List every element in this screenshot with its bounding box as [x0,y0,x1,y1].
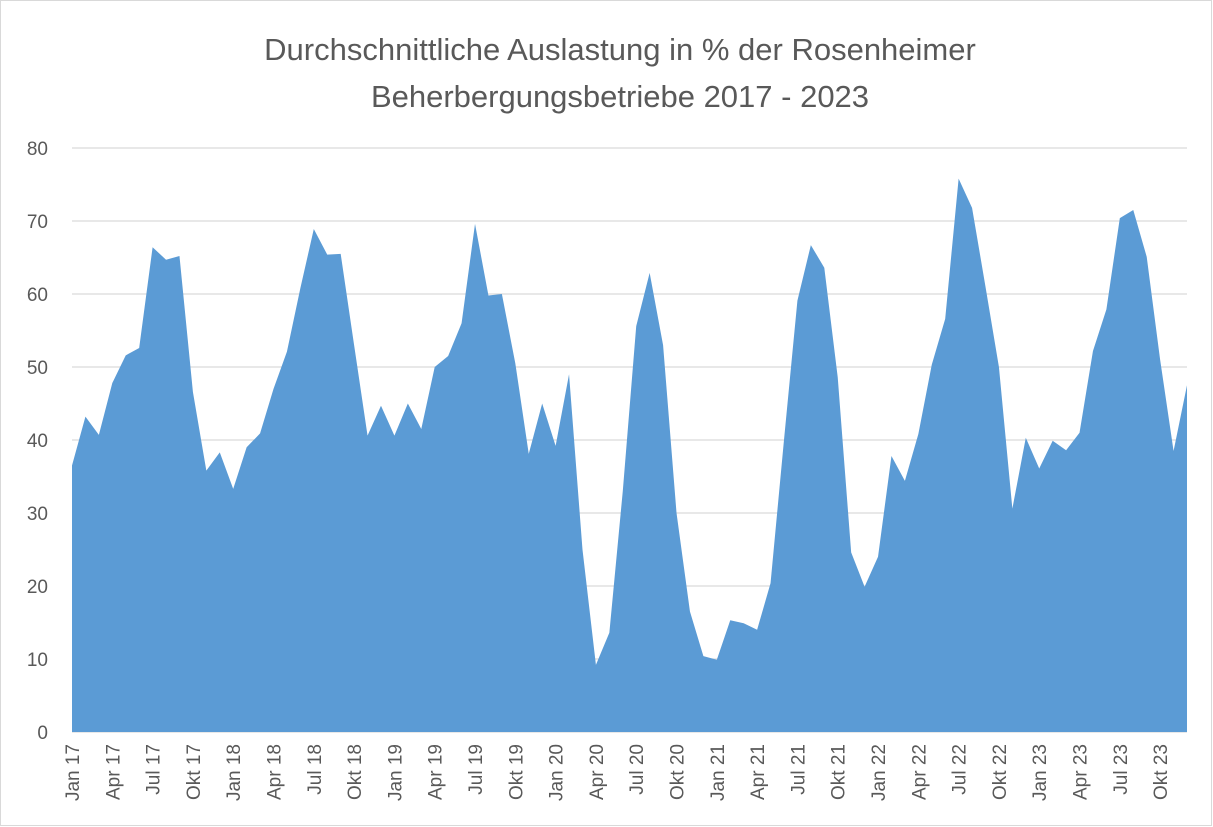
x-tick-label: Jan 19 [385,744,406,801]
y-tick-label: 30 [27,504,48,525]
x-tick-label: Jul 19 [466,744,487,795]
x-tick-label: Apr 19 [426,744,447,800]
x-tick-label: Jan 22 [869,744,890,801]
x-tick-label: Jul 21 [788,744,809,795]
x-tick-label: Jul 23 [1111,744,1132,795]
x-tick-label: Okt 17 [184,744,205,800]
x-tick-label: Apr 18 [265,744,286,800]
x-tick-label: Jan 20 [547,744,568,801]
x-tick-label: Okt 18 [345,744,366,800]
x-tick-label: Okt 22 [990,744,1011,800]
x-tick-label: Apr 22 [909,744,930,800]
x-tick-label: Jul 20 [627,744,648,795]
x-tick-label: Okt 21 [829,744,850,800]
x-tick-label: Apr 17 [103,744,124,800]
area [72,178,1187,732]
y-tick-label: 60 [27,285,48,306]
y-tick-label: 20 [27,577,48,598]
x-tick-label: Jul 18 [305,744,326,795]
x-tick-label: Apr 20 [587,744,608,800]
x-tick-label: Jan 17 [63,744,84,801]
x-tick-label: Okt 19 [506,744,527,800]
x-tick-label: Jul 17 [144,744,165,795]
x-tick-label: Okt 20 [668,744,689,800]
chart-title: Beherbergungsbetriebe 2017 - 2023 [371,79,869,114]
x-tick-label: Jan 23 [1030,744,1051,801]
x-tick-label: Jan 18 [224,744,245,801]
chart-title: Durchschnittliche Auslastung in % der Ro… [264,32,976,67]
y-tick-label: 40 [27,431,48,452]
x-tick-label: Jul 22 [950,744,971,795]
y-tick-label: 0 [37,723,48,744]
y-tick-label: 70 [27,212,48,233]
x-tick-label: Okt 23 [1151,744,1172,800]
x-tick-label: Jan 21 [708,744,729,801]
x-tick-label: Apr 21 [748,744,769,800]
y-tick-label: 10 [27,650,48,671]
y-tick-label: 80 [27,139,48,160]
x-tick-label: Apr 23 [1071,744,1092,800]
y-tick-label: 50 [27,358,48,379]
